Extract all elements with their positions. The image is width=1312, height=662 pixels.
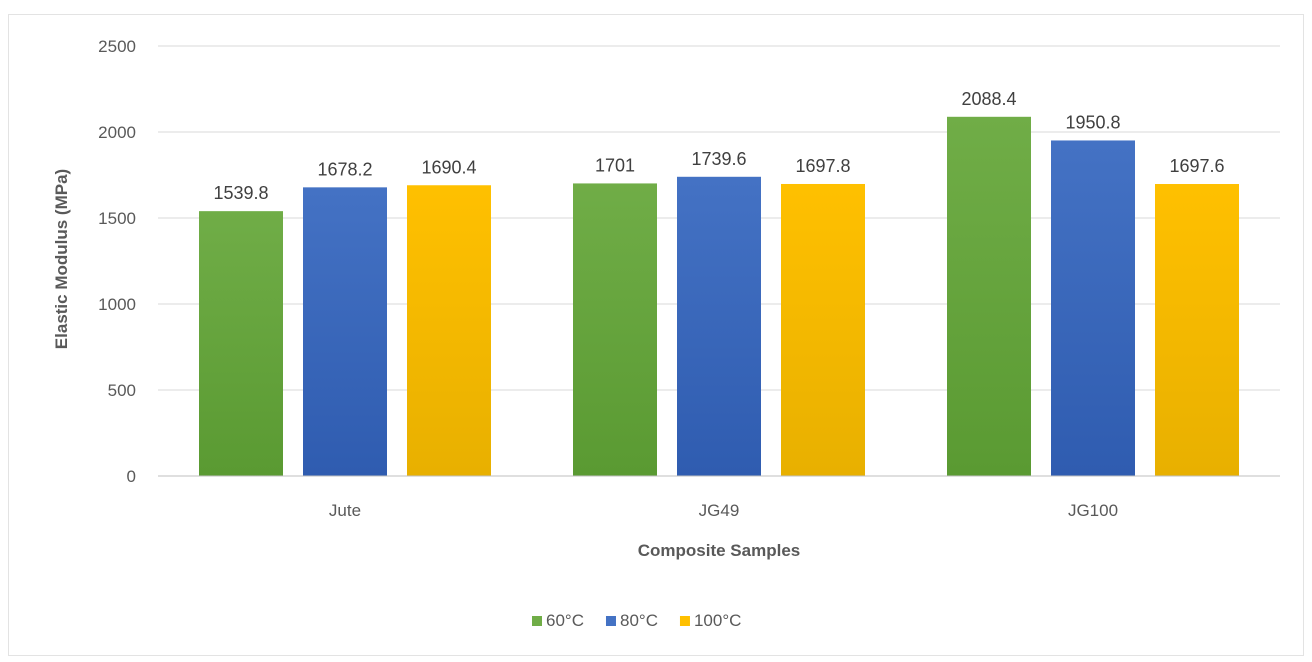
y-tick-label: 2500 [98, 37, 136, 56]
y-tick-label: 2000 [98, 123, 136, 142]
x-tick-label: Jute [329, 501, 361, 520]
y-tick-label: 1500 [98, 209, 136, 228]
legend-label: 100°C [694, 611, 741, 630]
data-label: 1539.8 [213, 183, 268, 203]
legend-label: 60°C [546, 611, 584, 630]
y-axis-title: Elastic Modulus (MPa) [52, 169, 71, 349]
data-label: 1950.8 [1065, 112, 1120, 132]
legend: 60°C 80°C 100°C [532, 611, 741, 630]
legend-item: 100°C [679, 611, 741, 630]
data-label: 2088.4 [961, 89, 1016, 109]
legend-item: 60°C [532, 611, 584, 630]
x-tick-label: JG49 [699, 501, 740, 520]
x-tick-label: JG100 [1068, 501, 1118, 520]
bar-jg100-100c [1155, 184, 1239, 476]
bar-jg49-100c [781, 183, 865, 476]
x-axis-ticks: Jute JG49 JG100 [329, 501, 1118, 520]
data-label: 1701 [595, 155, 635, 175]
legend-item: 80°C [605, 611, 658, 630]
data-label: 1690.4 [421, 157, 476, 177]
x-axis-title: Composite Samples [638, 541, 801, 560]
y-tick-label: 1000 [98, 295, 136, 314]
y-axis-ticks: 0 500 1000 1500 2000 2500 [98, 37, 136, 486]
data-label: 1697.8 [795, 156, 850, 176]
bars [158, 116, 1280, 477]
y-tick-label: 500 [108, 381, 136, 400]
legend-swatch [605, 616, 616, 626]
data-label: 1678.2 [317, 159, 372, 179]
bar-jute-100c [407, 185, 491, 476]
bar-jg100-80c [1051, 140, 1135, 476]
legend-swatch [532, 616, 542, 626]
bar-jute-80c [303, 187, 387, 476]
bar-jg49-80c [677, 176, 761, 476]
bar-jg100-60c [947, 116, 1031, 476]
bar-jg49-60c [573, 183, 657, 477]
legend-swatch [679, 616, 690, 626]
bar-jute-60c [199, 211, 283, 476]
data-label: 1697.6 [1169, 156, 1224, 176]
data-label: 1739.6 [691, 149, 746, 169]
data-labels: 1539.8 1678.2 1690.4 1701 1739.6 1697.8 2088.4… [213, 89, 1224, 203]
legend-label: 80°C [620, 611, 658, 630]
y-tick-label: 0 [127, 467, 136, 486]
